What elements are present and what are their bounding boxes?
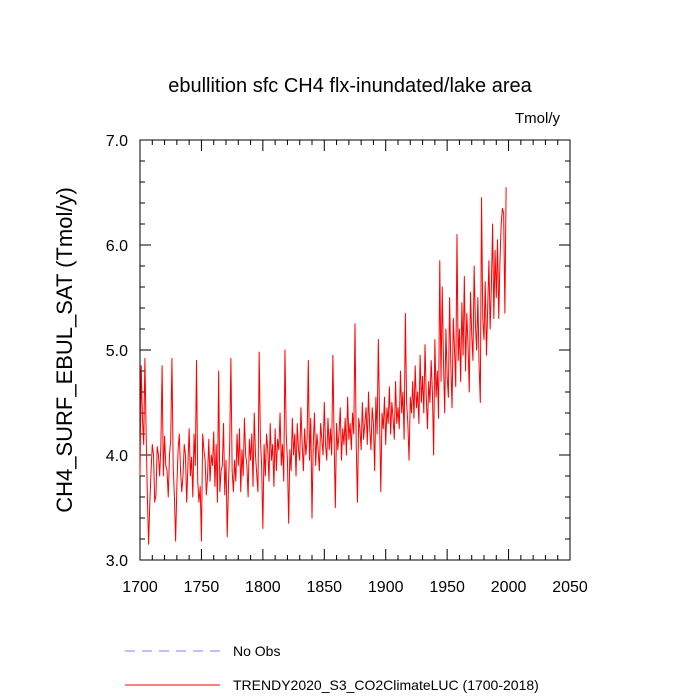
y-tick-label: 3.0 [106, 553, 128, 570]
x-tick-label: 1900 [368, 579, 404, 596]
x-tick-label: 1800 [245, 579, 281, 596]
axis-tick-labels: 1700 1750 1800 1850 1900 1950 2000 2050 3.0 4.0 5.… [106, 133, 588, 596]
y-tick-label: 4.0 [106, 448, 128, 465]
x-tick-label: 2050 [552, 579, 588, 596]
x-tick-label: 1850 [306, 579, 342, 596]
x-tick-label: 1950 [429, 579, 465, 596]
y-tick-label: 6.0 [106, 238, 128, 255]
axis-ticks [139, 139, 571, 561]
series-group [139, 187, 507, 545]
y-tick-label: 7.0 [106, 133, 128, 150]
x-tick-label: 2000 [491, 579, 527, 596]
units-label: Tmol/y [515, 110, 561, 127]
legend-label-trendy: TRENDY2020_S3_CO2ClimateLUC (1700-2018) [233, 677, 539, 693]
x-tick-label: 1700 [122, 579, 158, 596]
series-line-trendy [139, 187, 507, 545]
y-tick-label: 5.0 [106, 343, 128, 360]
legend-label-no-obs: No Obs [233, 643, 280, 659]
y-axis-label: CH4_SURF_EBUL_SAT (Tmol/y) [52, 187, 77, 513]
chart-title: ebullition sfc CH4 flx-inundated/lake ar… [168, 75, 532, 97]
x-tick-label: 1750 [184, 579, 220, 596]
legend: No Obs TRENDY2020_S3_CO2ClimateLUC (1700… [125, 643, 539, 693]
